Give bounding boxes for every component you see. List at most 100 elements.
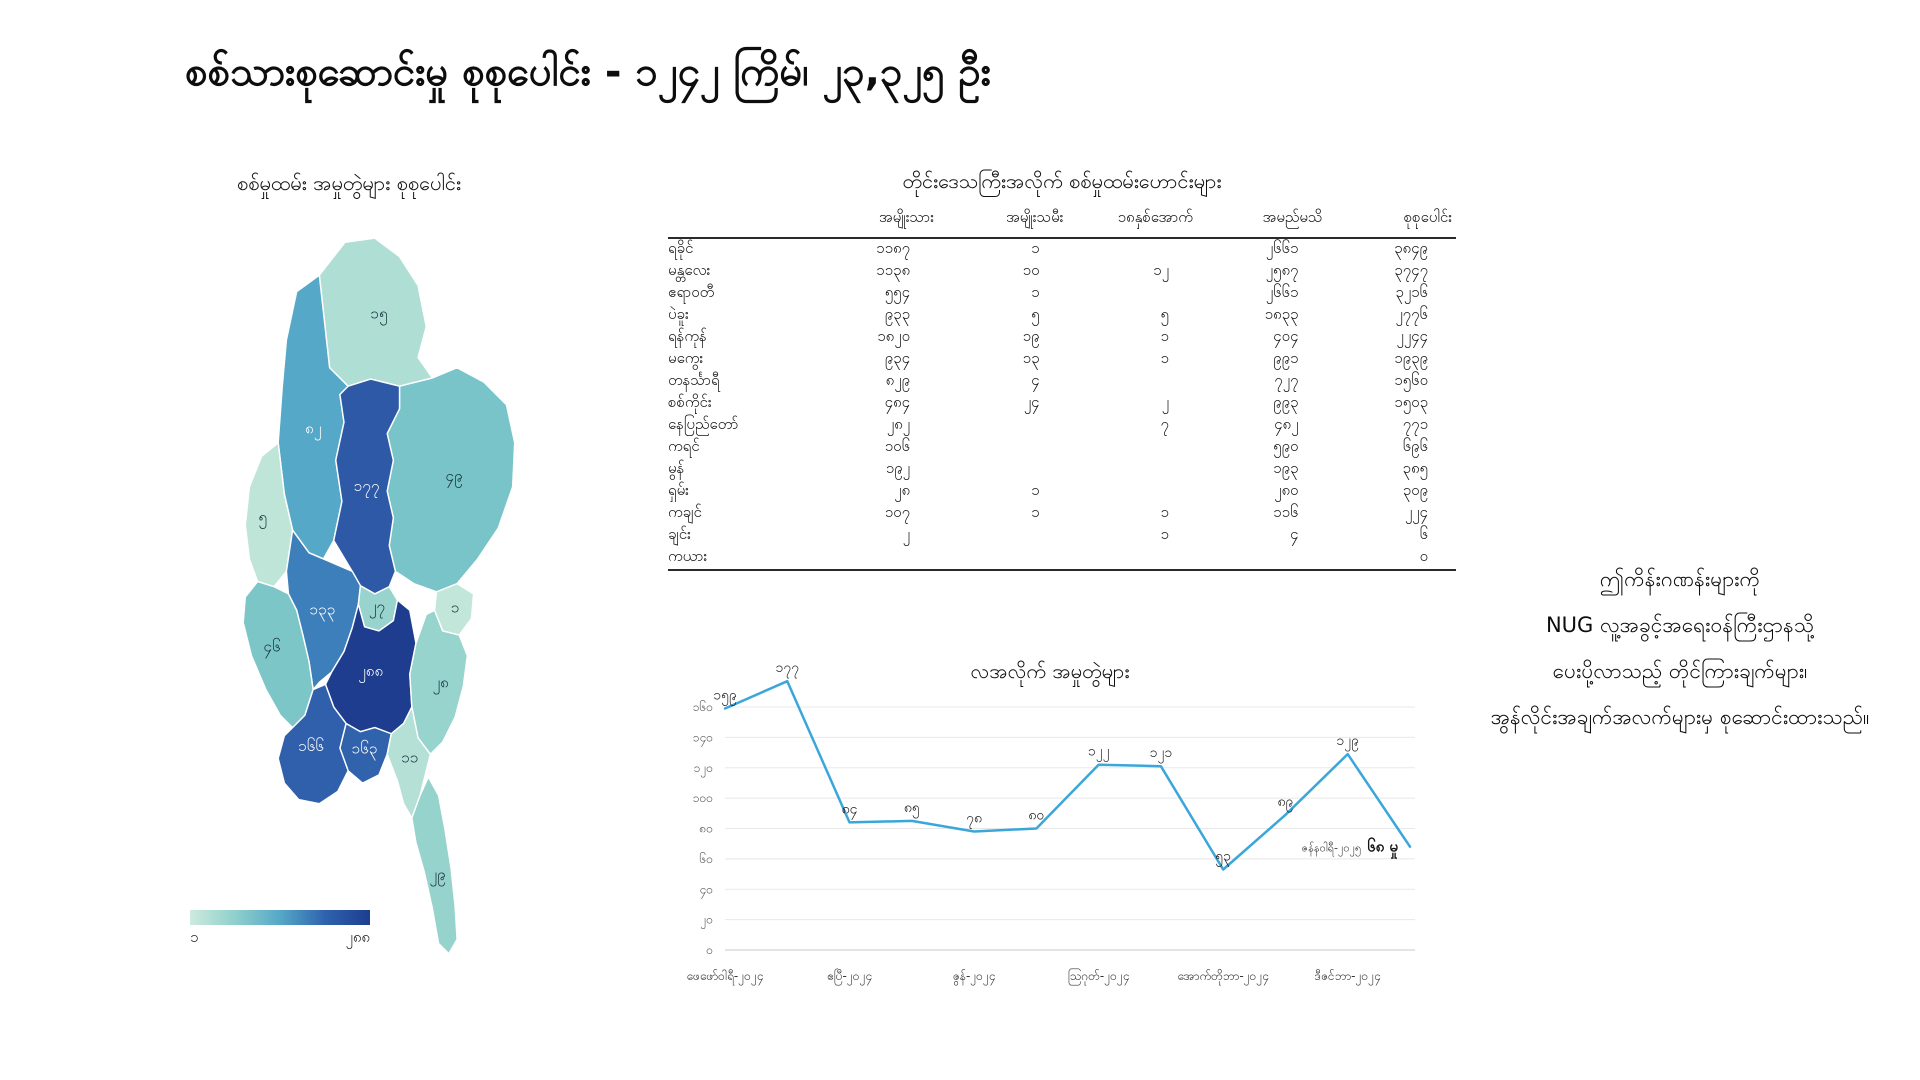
table-row: မကွေး ၉၃၄ ၁၃ ၁ ၉၉၁ ၁၉၃၉ (668, 349, 1456, 371)
chart-x-tick-label: သြဂုတ်-၂၀၂၄ (1068, 967, 1130, 986)
chart-point-label: ၈၀ (1028, 808, 1044, 824)
table-cell-value: ၃၀၉ (1402, 481, 1428, 499)
table-cell-value (938, 415, 1067, 437)
map-region-value-label: ၁၇၇ (354, 477, 380, 498)
table-cell-value: ၄၈၂ (1274, 415, 1299, 433)
chart-point-label: ၇၈ (966, 811, 982, 829)
source-note-line: အွန်လိုင်းအချက်အလက်များမှ စုဆောင်းထားသည်… (1490, 705, 1870, 729)
table-cell-region: နေပြည်တော် (668, 415, 739, 433)
chart-point-label: ၁၅၉ (713, 688, 737, 706)
recruits-by-region-table: အမျိုးသား အမျိုးသမီး ၁၈နှစ်အောက် အမည်မသိ စုစ… (668, 208, 1456, 571)
table-cell-value (1068, 371, 1197, 393)
table-cell-value (1068, 437, 1197, 459)
table-row: နေပြည်တော် ၂၈၂ ၇ ၄၈၂ ၇၇၁ (668, 415, 1456, 437)
table-cell-value: ၁၉ (1022, 327, 1040, 345)
table-cell-value: ၉၉၁ (1273, 349, 1299, 367)
table-cell-region: ချင်း (668, 525, 691, 543)
table-cell-value: ၁၅၆၀ (1394, 371, 1428, 389)
map-region-value-label: ၅ (258, 508, 267, 529)
table-cell-value: ၉၃၃ (884, 305, 911, 323)
map-region-mandalay[interactable] (332, 378, 401, 595)
table-row: ရခိုင် ၁၁၈၇ ၁ ၂၆၆၁ ၃၈၄၉ (668, 238, 1456, 261)
map-region-value-label: ၁၃၃ (309, 600, 335, 621)
source-note-line: ပေးပို့လာသည့် တိုင်ကြားချက်များ၊ (1552, 659, 1808, 683)
chart-point-label: ၅၃ (1215, 849, 1231, 867)
map-region-tanintharyi[interactable] (411, 776, 458, 955)
table-cell-value: ၇၂၇ (1274, 371, 1299, 389)
table-title: တိုင်းဒေသကြီးအလိုက် စစ်မှုထမ်းဟောင်းများ (902, 169, 1222, 193)
table-cell-value (1068, 238, 1197, 261)
table-cell-region: မွန် (668, 459, 685, 477)
table-cell-value: ၃၂၁၆ (1395, 283, 1428, 301)
table-column-header: စုစုပေါင်း (1403, 208, 1452, 226)
table-cell-value (809, 547, 938, 570)
table-row: ရန်ကုန် ၁၈၂၀ ၁၉ ၁ ၄၀၄ ၂၂၄၄ (668, 327, 1456, 349)
table-cell-value (938, 525, 1067, 547)
chart-point-label: ၈၅ (904, 800, 920, 818)
table-cell-value: ၂၂၄ (1404, 503, 1428, 521)
table-cell-value: ၅၉၀ (1273, 437, 1299, 455)
table-cell-value: ၃၈၅ (1402, 459, 1428, 477)
chart-y-tick-label: ၁၆၀ (693, 699, 713, 714)
table-cell-value: ၁၉၂ (885, 459, 911, 477)
table-cell-value: ၁ (1031, 481, 1040, 499)
table-cell-value: ၂ (902, 525, 911, 543)
table-cell-region: ရခိုင် (668, 239, 694, 257)
chart-point-label: ၁၂၂ (1088, 744, 1110, 762)
table-row: ကချင် ၁၀၇ ၁ ၁ ၁၁၆ ၂၂၄ (668, 503, 1456, 525)
table-cell-region: ကယား (668, 547, 708, 565)
legend-gradient-bar (190, 910, 370, 925)
table-cell-value (1068, 283, 1197, 305)
map-region-value-label: ၄၆ (263, 637, 280, 658)
table-cell-value: ၅ (1160, 305, 1169, 323)
table-cell-value: ၅ (1031, 305, 1040, 323)
table-row: ဧရာဝတီ ၅၅၄ ၁ ၂၆၆၁ ၃၂၁၆ (668, 283, 1456, 305)
table-cell-region: ပဲခူး (668, 305, 689, 323)
chart-x-tick-label: ဒီဇင်ဘာ-၂၀၂၄ (1315, 968, 1381, 986)
chart-title: လအလိုက် အမှုတွဲများ (971, 660, 1130, 687)
table-cell-value: ၉၉၃ (1273, 393, 1299, 411)
table-cell-value: ၁၂ (1153, 261, 1169, 279)
map-region-value-label: ၄၉ (445, 467, 462, 488)
table-cell-value: ၃၇၄၇ (1394, 261, 1428, 279)
table-cell-value: ၁၀၇ (884, 503, 911, 521)
table-cell-value: ၂ (1161, 393, 1169, 411)
table-cell-value: ၁၁၃၈ (876, 261, 911, 279)
table-cell-value: ၁ (1031, 239, 1040, 257)
table-cell-value: ၄၈၄ (884, 393, 911, 411)
map-region-ayeyarwady[interactable] (277, 683, 349, 805)
monthly-cases-line-chart: လအလိုက် အမှုတွဲများ၀ ၂၀ ၄၀ ၆၀ ၈၀ ၁၀၀ ၁၂၀ ၁၄၀ ၁၆၀… (687, 660, 1415, 986)
table-cell-value: ၁၅၀၃ (1394, 393, 1428, 411)
table-row: ကယား ၀ (668, 547, 1456, 570)
chart-y-tick-label: ၁၀၀ (693, 791, 713, 805)
chart-x-tick-label: အောက်တိုဘာ-၂၀၂၄ (1177, 968, 1269, 986)
table-cell-value: ၂၈၂ (886, 415, 911, 433)
source-note: ဤကိန်းဂဏန်းများကို NUG လူ့အခွင့်အရေးဝန်က… (1440, 556, 1920, 740)
table-cell-value: ၄ (1290, 525, 1299, 543)
table-cell-value: ၅၅၄ (884, 283, 911, 301)
map-region-mon[interactable] (386, 706, 432, 819)
chart-point-label: ၁၇၇ (775, 660, 799, 678)
table-cell-value (1068, 481, 1197, 503)
table-cell-value: ၆ (1419, 525, 1428, 543)
table-row: ရှမ်း ၂၈ ၁ ၂၈၀ ၃၀၉ (668, 481, 1456, 503)
table-cell-value: ၁၈၂၀ (877, 327, 911, 345)
table-cell-region: ကချင် (668, 503, 702, 521)
map-region-value-label: ၂၈၈ (358, 662, 383, 683)
map-region-value-label: ၂၇ (369, 597, 385, 618)
map-region-value-label: ၁၅ (370, 304, 387, 325)
table-cell-region: စစ်ကိုင်း (668, 393, 712, 411)
table-cell-region: ရန်ကုန် (668, 327, 707, 345)
map-title: စစ်မှုထမ်း အမှုတွဲများ စုစုပေါင်း (236, 171, 462, 195)
map-region-kayin[interactable] (409, 609, 469, 756)
table-column-header: အမည်မသိ (1262, 208, 1323, 226)
chart-line (723, 679, 1412, 871)
table-cell-value: ၁၀၆ (884, 437, 911, 455)
table-cell-value: ၁၃ (1022, 349, 1040, 367)
chart-y-tick-label: ၈၀ (699, 822, 713, 836)
table-cell-value (938, 437, 1067, 459)
table-cell-value: ၃၈၄၉ (1394, 239, 1428, 257)
table-cell-value: ၁ (1031, 503, 1040, 521)
chart-x-tick-label: ဧပြီ-၂၀၂၄ (827, 968, 872, 986)
table-cell-value: ၂၂၄၄ (1396, 327, 1428, 345)
